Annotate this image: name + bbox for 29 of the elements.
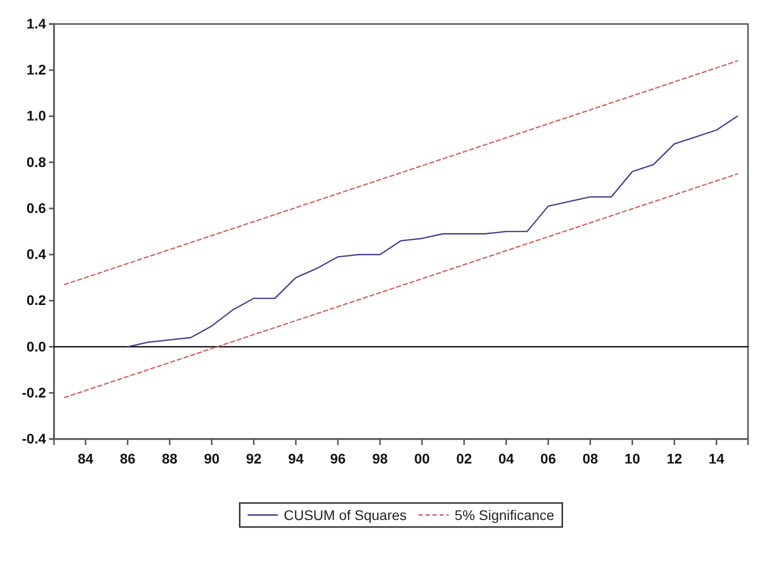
x-tick-label: 94 bbox=[288, 450, 304, 466]
y-tick-label: 0.2 bbox=[26, 292, 46, 308]
x-tick-label: 08 bbox=[582, 450, 598, 466]
x-tick-label: 90 bbox=[204, 450, 220, 466]
y-tick-label: 1.2 bbox=[26, 62, 46, 78]
legend-label: CUSUM of Squares bbox=[284, 507, 407, 523]
y-tick-label: 1.0 bbox=[26, 108, 46, 124]
x-tick-label: 10 bbox=[624, 450, 640, 466]
x-tick-label: 84 bbox=[78, 450, 94, 466]
x-tick-label: 96 bbox=[330, 450, 346, 466]
x-tick-label: 14 bbox=[708, 450, 724, 466]
legend-label: 5% Significance bbox=[454, 507, 554, 523]
x-tick-label: 06 bbox=[540, 450, 556, 466]
y-tick-label: 1.4 bbox=[26, 15, 46, 32]
y-tick-label: -0.4 bbox=[22, 430, 46, 446]
y-tick-label: 0.4 bbox=[26, 246, 46, 262]
y-tick-label: 0.6 bbox=[26, 200, 46, 216]
line-series bbox=[126, 116, 738, 348]
x-tick-label: 86 bbox=[120, 450, 136, 466]
x-tick-label: 00 bbox=[414, 450, 430, 466]
x-tick-label: 88 bbox=[162, 450, 178, 466]
x-tick-label: 02 bbox=[456, 450, 472, 466]
x-tick-label: 98 bbox=[372, 450, 388, 466]
x-tick-label: 12 bbox=[666, 450, 682, 466]
y-tick-label: 0.8 bbox=[26, 154, 46, 170]
x-tick-label: 04 bbox=[498, 450, 514, 466]
x-tick-label: 92 bbox=[246, 450, 262, 466]
y-tick-label: 0.0 bbox=[26, 338, 46, 354]
y-tick-label: -0.2 bbox=[22, 384, 46, 400]
